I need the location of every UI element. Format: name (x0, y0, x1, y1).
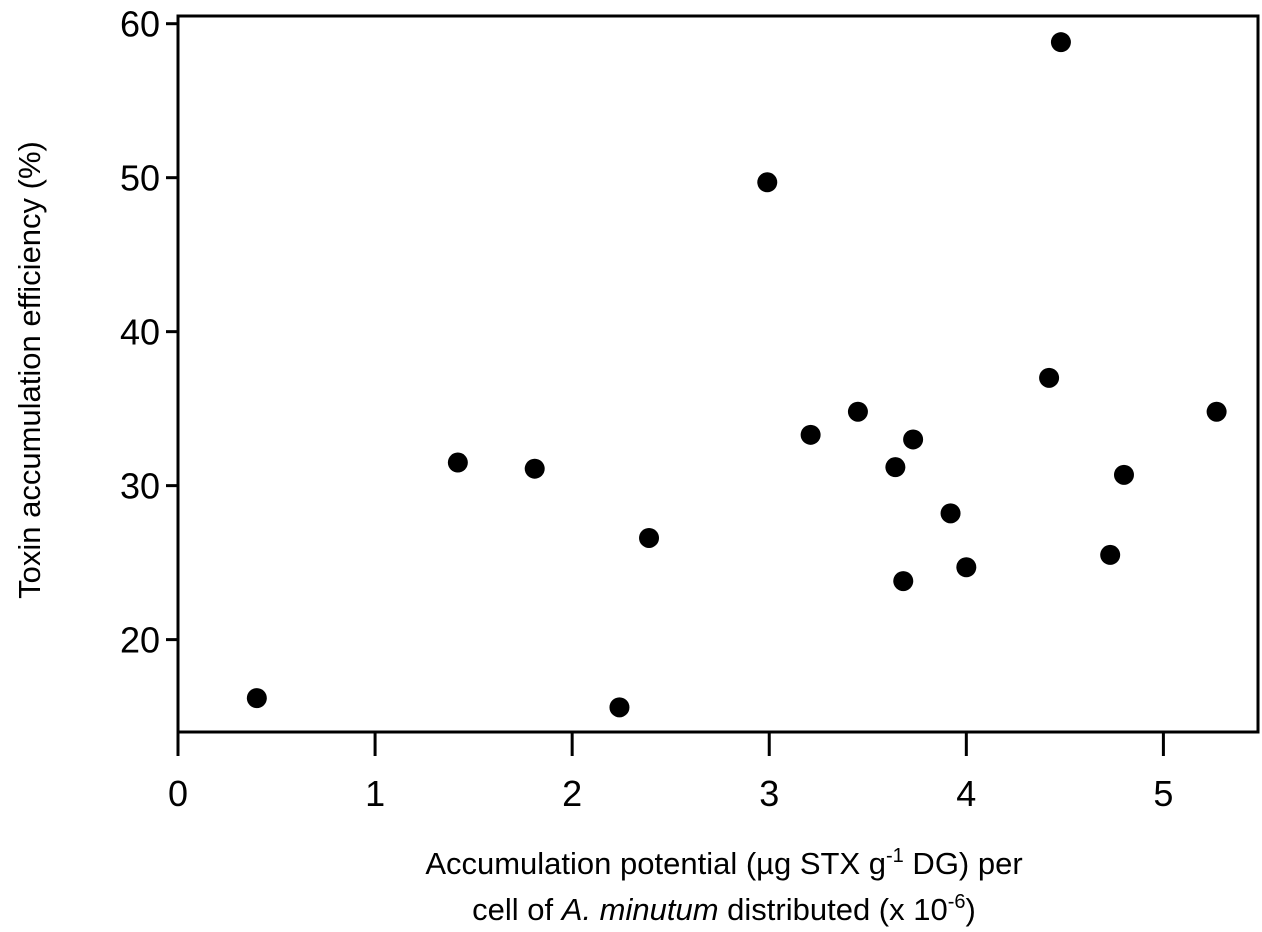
x-label-superscript: -6 (948, 891, 966, 913)
plot-frame (176, 14, 1260, 734)
point (639, 527, 660, 548)
point (956, 557, 977, 578)
point (1206, 401, 1227, 422)
point (1113, 464, 1134, 485)
x-tick-label: 1 (365, 773, 385, 814)
point (246, 688, 267, 709)
x-tick-label: 3 (759, 773, 779, 814)
point (1100, 544, 1121, 565)
x-label-part: distributed (x 10 (719, 892, 948, 927)
y-tick-label: 60 (120, 4, 160, 45)
x-label-superscript: -1 (886, 845, 904, 867)
point (893, 571, 914, 592)
y-tick-label: 50 (120, 158, 160, 199)
x-label-italic: A. minutum (560, 892, 719, 927)
point (847, 401, 868, 422)
point (447, 452, 468, 473)
x-tick-label: 5 (1153, 773, 1173, 814)
x-tick-label: 4 (956, 773, 976, 814)
x-axis-label: cell of A. minutum distributed (x 10-6) (472, 891, 976, 927)
point (609, 697, 630, 718)
x-axis-label: Accumulation potential (µg STX g-1 DG) p… (425, 845, 1022, 881)
x-tick-label: 0 (168, 773, 188, 814)
x-label-part: cell of (472, 892, 562, 927)
x-tick-label: 2 (562, 773, 582, 814)
point (757, 172, 778, 193)
x-label-part: DG) per (904, 846, 1023, 881)
point (1039, 367, 1060, 388)
y-tick-label: 30 (120, 466, 160, 507)
point (800, 424, 821, 445)
point (524, 458, 545, 479)
point (903, 429, 924, 450)
y-tick-label: 20 (120, 620, 160, 661)
point (1050, 32, 1071, 53)
y-axis-label: Toxin accumulation efficiency (%) (12, 141, 47, 599)
point (885, 457, 906, 478)
x-label-part: ) (966, 892, 976, 927)
point (940, 503, 961, 524)
y-tick-label: 40 (120, 312, 160, 353)
x-label-part: Accumulation potential (µg STX g (425, 846, 886, 881)
